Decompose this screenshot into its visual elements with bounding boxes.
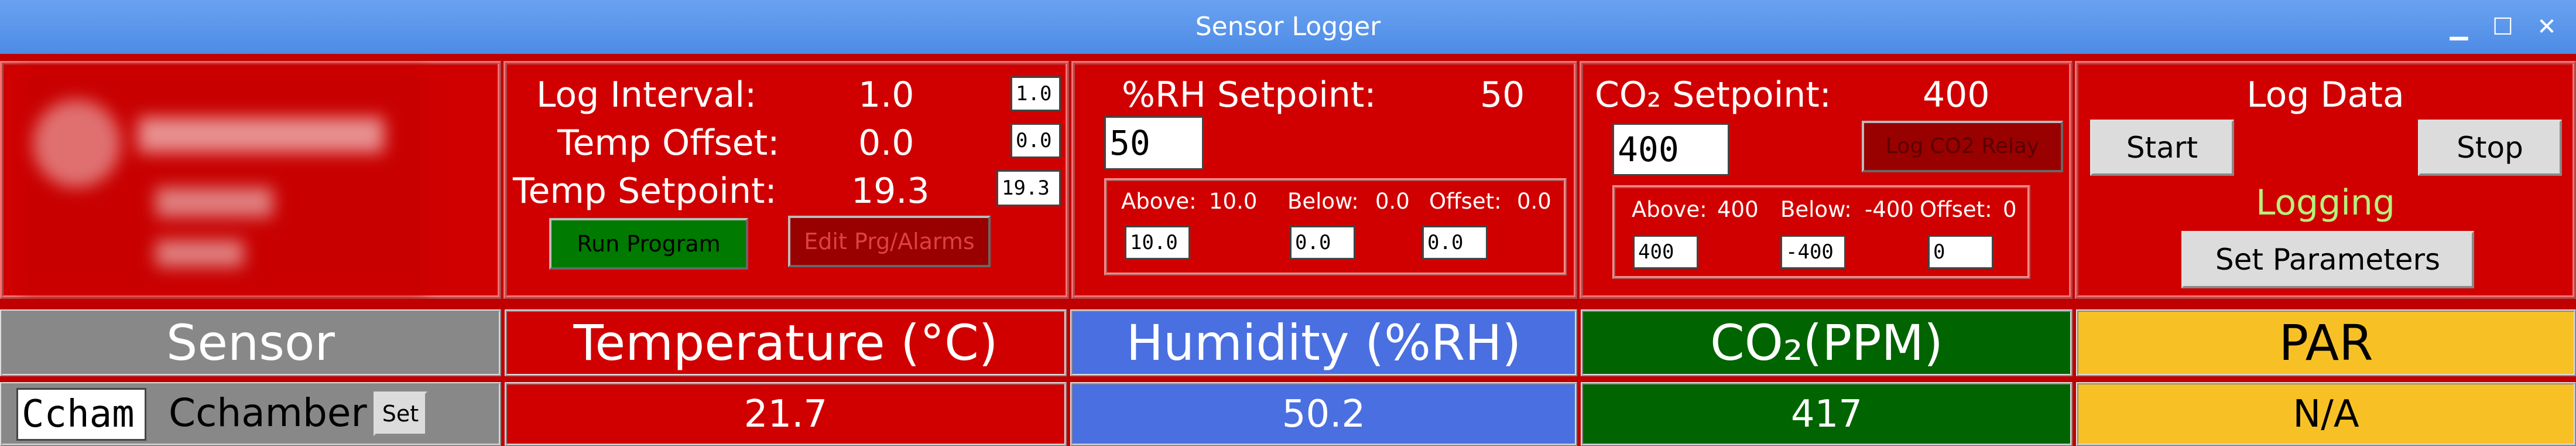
humidity-value: 50.2 xyxy=(1282,392,1366,436)
co2-below-value: -400 xyxy=(1865,197,1914,222)
run-program-label: Run Program xyxy=(577,231,721,257)
edit-program-button[interactable]: Edit Prg/Alarms xyxy=(788,216,991,267)
co2-value: 417 xyxy=(1790,392,1863,436)
co2-header-text: CO₂(PPM) xyxy=(1710,314,1943,372)
start-label: Start xyxy=(2126,131,2198,165)
rh-setpoint-value: 50 xyxy=(1480,74,1525,115)
par-header: PAR xyxy=(2076,309,2576,376)
par-header-text: PAR xyxy=(2279,314,2373,372)
co2-setpoint-value: 400 xyxy=(1923,74,1990,115)
par-value-cell: N/A xyxy=(2076,382,2576,446)
co2-offset-label: Offset: xyxy=(1920,197,1992,222)
co2-value-cell: 417 xyxy=(1581,382,2073,446)
par-value: N/A xyxy=(2293,392,2359,436)
co2-below-input[interactable] xyxy=(1780,235,1846,269)
temperature-value-cell: 21.7 xyxy=(505,382,1067,446)
temperature-header: Temperature (°C) xyxy=(505,309,1067,376)
sensor-name: Cchamber xyxy=(169,390,367,435)
co2-offset-input[interactable] xyxy=(1928,235,1993,269)
rh-offset-value: 0.0 xyxy=(1517,189,1551,214)
co2-below-label: Below: xyxy=(1780,197,1852,222)
rh-below-label: Below: xyxy=(1287,189,1359,214)
rh-above-label: Above: xyxy=(1121,189,1197,214)
log-interval-value: 1.0 xyxy=(858,74,914,115)
temp-setpoint-input[interactable] xyxy=(996,170,1061,206)
set-parameters-button[interactable]: Set Parameters xyxy=(2181,231,2474,288)
sensor-header-text: Sensor xyxy=(166,314,335,372)
log-interval-label: Log Interval: xyxy=(536,74,757,115)
title-bar[interactable] xyxy=(0,0,2576,54)
log-data-title: Log Data xyxy=(2246,74,2404,115)
log-data-panel: Log Data Start Stop Logging Set Paramete… xyxy=(2075,61,2576,299)
window-title: Sensor Logger xyxy=(1195,12,1381,42)
temp-offset-label: Temp Offset: xyxy=(557,122,780,164)
rh-offset-input[interactable] xyxy=(1422,226,1488,260)
logo-image xyxy=(21,70,425,293)
temp-setpoint-label: Temp Setpoint: xyxy=(513,171,777,212)
humidity-header-text: Humidity (%RH) xyxy=(1126,314,1522,372)
stop-label: Stop xyxy=(2457,131,2523,165)
run-program-button[interactable]: Run Program xyxy=(549,218,748,270)
rh-below-input[interactable] xyxy=(1290,226,1355,260)
edit-program-label: Edit Prg/Alarms xyxy=(804,229,975,254)
co2-above-value: 400 xyxy=(1717,197,1759,222)
start-button[interactable]: Start xyxy=(2090,120,2234,176)
set-sensor-label: Set xyxy=(382,401,419,427)
set-sensor-button[interactable]: Set xyxy=(374,391,427,436)
logging-status: Logging xyxy=(2255,182,2396,223)
co2-above-label: Above: xyxy=(1632,197,1707,222)
minimize-icon[interactable]: ▁ xyxy=(2450,13,2468,40)
rh-above-input[interactable] xyxy=(1125,226,1190,260)
set-parameters-label: Set Parameters xyxy=(2215,243,2441,277)
co2-setpoint-input[interactable] xyxy=(1612,123,1729,176)
rh-setpoint-input[interactable] xyxy=(1104,116,1204,170)
rh-below-value: 0.0 xyxy=(1375,189,1410,214)
co2-panel: CO₂ Setpoint: 400 Log CO2 Relay Above: 4… xyxy=(1580,61,2073,299)
log-settings-panel: Log Interval: 1.0 Temp Offset: 0.0 Temp … xyxy=(503,61,1069,299)
rh-panel: %RH Setpoint: 50 Above: 10.0 Below: 0.0 … xyxy=(1071,61,1577,299)
close-icon[interactable]: ✕ xyxy=(2537,13,2557,40)
log-co2-relay-label: Log CO2 Relay xyxy=(1885,134,2040,158)
rh-offset-label: Offset: xyxy=(1429,189,1502,214)
temperature-value: 21.7 xyxy=(744,392,828,436)
temperature-header-text: Temperature (°C) xyxy=(573,314,998,372)
sensor-name-input[interactable] xyxy=(16,388,146,441)
log-co2-relay-button[interactable]: Log CO2 Relay xyxy=(1862,121,2063,172)
co2-offset-value: 0 xyxy=(2003,197,2017,222)
stop-button[interactable]: Stop xyxy=(2418,120,2562,176)
co2-thresholds-box: Above: 400 Below: -400 Offset: 0 xyxy=(1612,185,2030,279)
rh-setpoint-label: %RH Setpoint: xyxy=(1122,74,1376,115)
temp-offset-value: 0.0 xyxy=(858,122,914,164)
co2-above-input[interactable] xyxy=(1633,235,1698,269)
co2-setpoint-label: CO₂ Setpoint: xyxy=(1595,74,1832,115)
rh-above-value: 10.0 xyxy=(1209,189,1258,214)
co2-header: CO₂(PPM) xyxy=(1581,309,2073,376)
humidity-value-cell: 50.2 xyxy=(1070,382,1577,446)
rh-thresholds-box: Above: 10.0 Below: 0.0 Offset: 0.0 xyxy=(1104,178,1567,275)
sensor-header: Sensor xyxy=(0,309,501,376)
humidity-header: Humidity (%RH) xyxy=(1070,309,1577,376)
temp-setpoint-value: 19.3 xyxy=(851,171,930,212)
maximize-icon[interactable]: ☐ xyxy=(2492,13,2513,40)
temp-offset-input[interactable] xyxy=(1010,123,1061,158)
logo-panel xyxy=(0,61,501,299)
log-interval-input[interactable] xyxy=(1010,76,1061,111)
